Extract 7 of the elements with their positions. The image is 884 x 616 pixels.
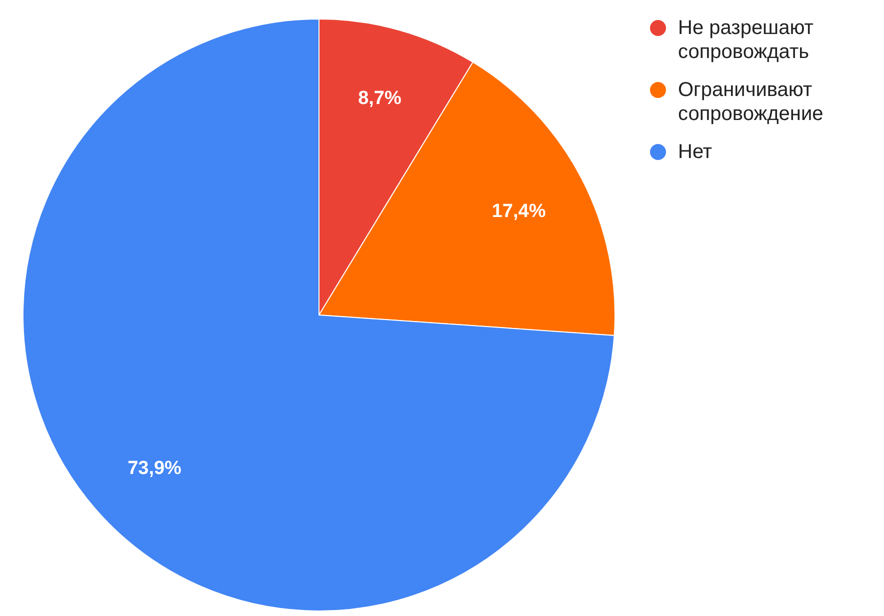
data-label: 17,4%	[492, 201, 546, 222]
legend-label: Нет	[678, 140, 714, 164]
data-label: 8,7%	[358, 88, 402, 109]
data-label: 73,9%	[128, 458, 182, 479]
legend-label: Ограничивают сопровождение	[678, 78, 824, 126]
pie-slice	[22, 18, 615, 612]
legend-label: Не разрешают сопровождать	[678, 16, 814, 64]
